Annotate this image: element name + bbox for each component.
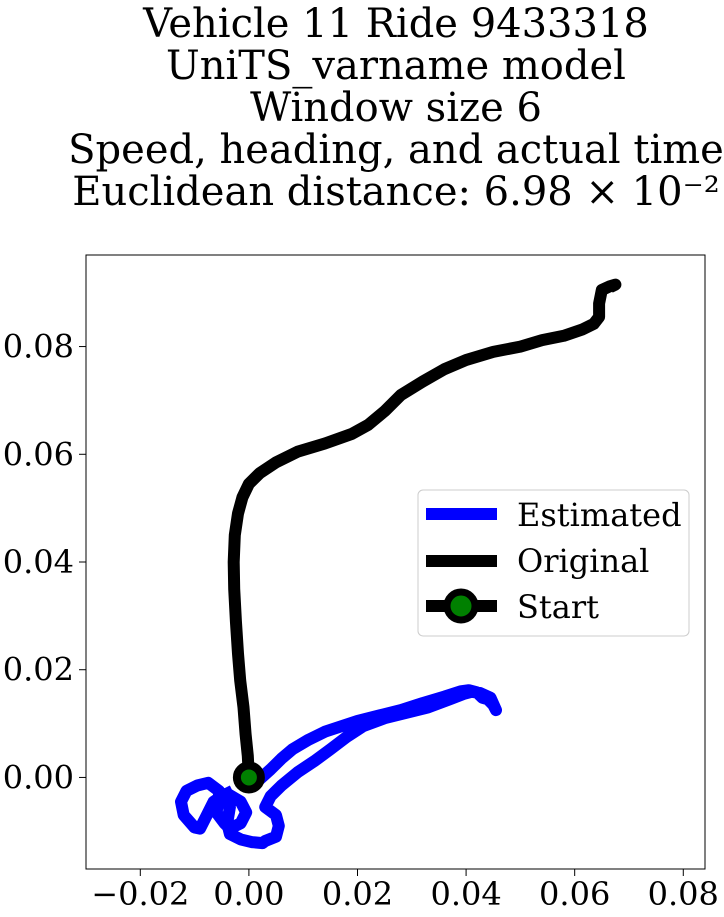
x-tick-label: 0.08 xyxy=(648,875,719,913)
legend-label-estimated: Estimated xyxy=(517,496,682,534)
y-tick-label: 0.08 xyxy=(3,328,74,366)
y-tick-label: 0.00 xyxy=(3,758,74,796)
legend-frame xyxy=(417,489,690,637)
y-axis: 0.00 0.02 0.04 0.06 0.08 xyxy=(3,328,86,796)
series-line-original xyxy=(227,278,622,778)
title-line-2: UniTS_varname model xyxy=(166,43,626,89)
marker-layer xyxy=(232,761,265,794)
x-tick-label: 0.04 xyxy=(430,875,501,913)
y-tick-label: 0.04 xyxy=(3,543,74,581)
x-tick-label: 0.00 xyxy=(213,875,284,913)
title-line-4: Speed, heading, and actual time xyxy=(68,127,724,173)
legend-label-original: Original xyxy=(517,542,649,580)
legend: Estimated Original Start xyxy=(417,489,690,637)
title-line-5: Euclidean distance: 6.98 × 10⁻² xyxy=(72,169,719,215)
title-line-3: Window size 6 xyxy=(250,85,542,131)
start-marker xyxy=(232,761,265,794)
legend-marker-start xyxy=(443,588,479,624)
x-axis: −0.02 0.00 0.02 0.04 0.06 0.08 xyxy=(91,869,719,913)
series-line-estimated xyxy=(175,684,502,850)
y-tick-label: 0.06 xyxy=(3,435,74,473)
title-line-1: Vehicle 11 Ride 9433318 xyxy=(142,1,649,47)
series-layer xyxy=(175,278,622,850)
y-tick-label: 0.02 xyxy=(3,651,74,689)
chart-title: Vehicle 11 Ride 9433318 UniTS_varname mo… xyxy=(68,1,724,215)
x-tick-label: −0.02 xyxy=(91,875,189,913)
x-tick-label: 0.06 xyxy=(539,875,610,913)
x-tick-label: 0.02 xyxy=(322,875,393,913)
legend-label-start: Start xyxy=(517,588,599,626)
